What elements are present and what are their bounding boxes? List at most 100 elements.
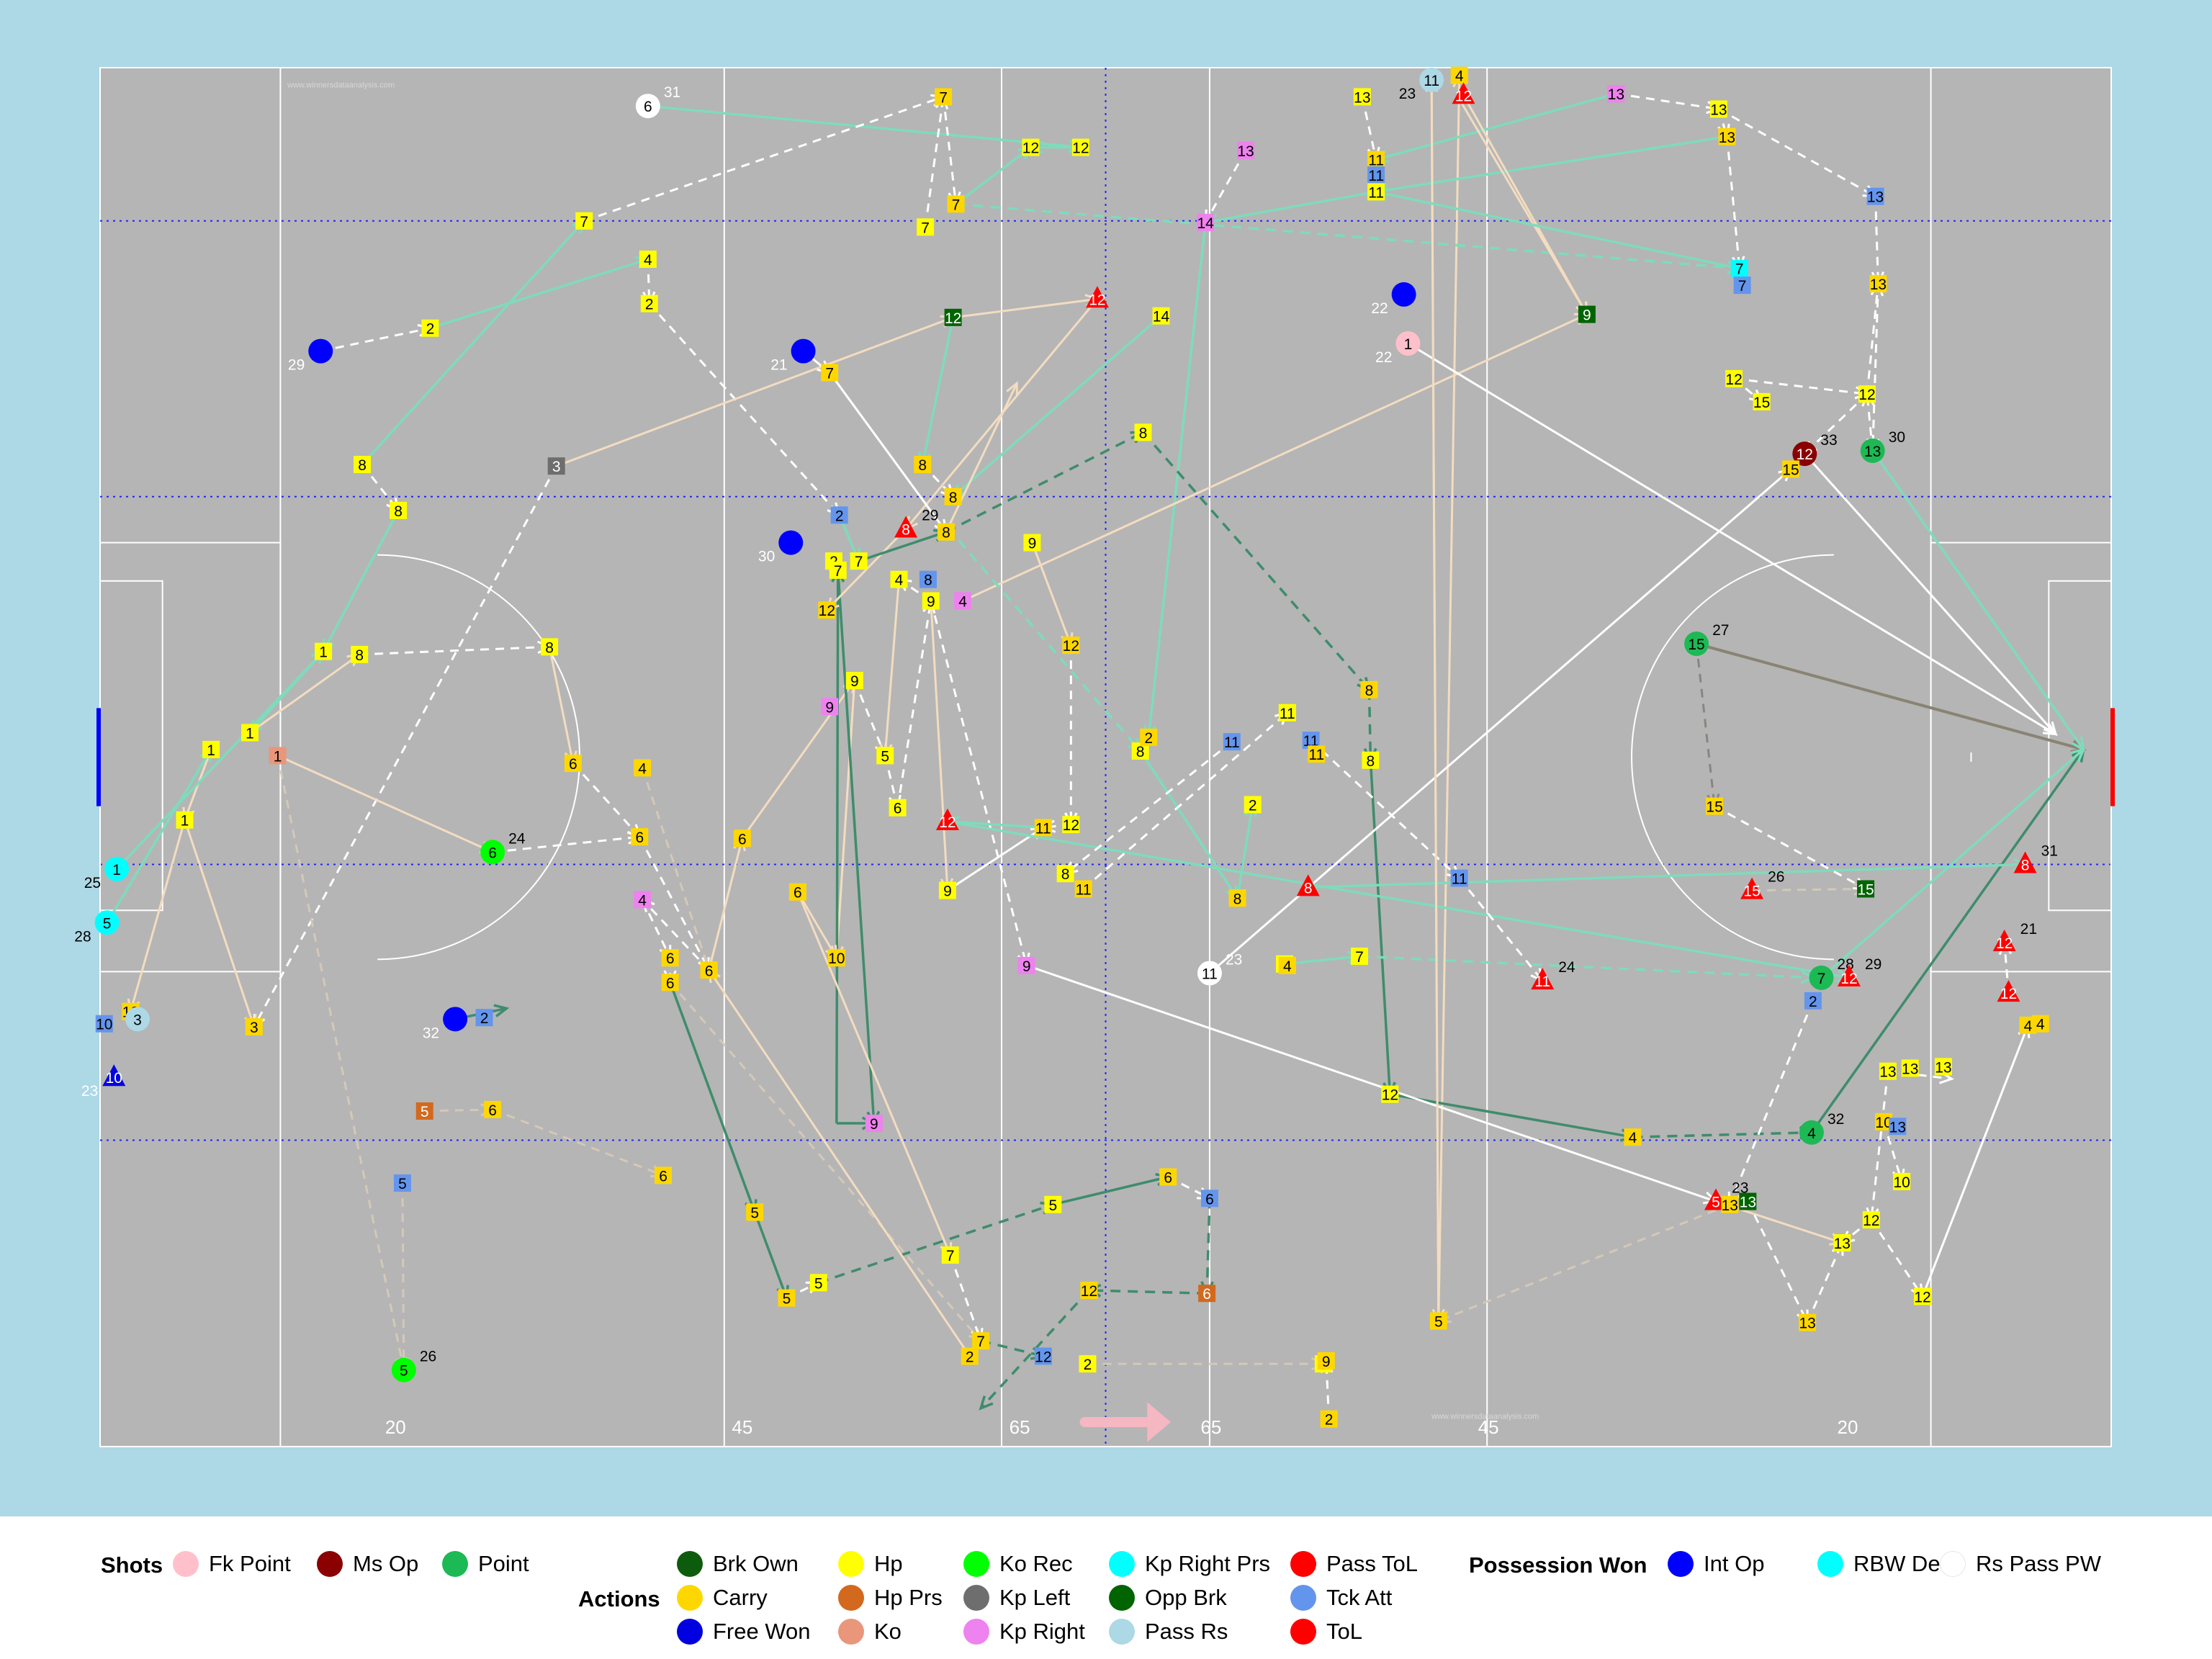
marker-label: 8 xyxy=(358,457,367,474)
marker-tck-att: 7 xyxy=(1733,276,1751,295)
link-line xyxy=(641,767,711,971)
link-line xyxy=(835,570,840,1124)
marker-label: 2 xyxy=(1325,1412,1334,1429)
marker-square xyxy=(1197,213,1215,231)
marker-square xyxy=(829,561,847,579)
marker-square xyxy=(1869,275,1887,293)
marker-label: 6 xyxy=(738,831,747,848)
marker-carry: 6 xyxy=(1159,1168,1177,1187)
marker-carry: 4 xyxy=(1278,956,1296,975)
marker-square xyxy=(1857,880,1875,898)
link-line xyxy=(648,302,840,516)
marker-hp: 2 xyxy=(421,319,439,338)
marker-label: 7 xyxy=(946,1248,955,1264)
legend-swatch xyxy=(317,1551,343,1577)
legend-item-pass-rs: Pass Rs xyxy=(1109,1619,1228,1645)
marker-hp: 12 xyxy=(1062,816,1080,834)
marker-hp: 4 xyxy=(639,250,657,269)
link-line xyxy=(962,313,1588,602)
marker-hp-prs: 6 xyxy=(1198,1285,1216,1303)
marker-square xyxy=(1879,1062,1897,1080)
marker-square xyxy=(1200,1190,1218,1208)
marker-label: 4 xyxy=(2024,1018,2033,1035)
link-arrowhead xyxy=(2043,721,2058,737)
marker-tck-att: 5 xyxy=(393,1174,411,1192)
marker-label: 15 xyxy=(1688,637,1704,653)
link-line xyxy=(1870,1071,1889,1220)
marker-hp: 12 xyxy=(1071,138,1089,157)
marker-player-number: 24 xyxy=(508,830,526,847)
marker-hp: 12 xyxy=(1381,1085,1399,1104)
marker-hp: 2 xyxy=(1244,796,1262,814)
marker-carry: 11 xyxy=(1034,819,1052,837)
link-line xyxy=(1205,1198,1211,1294)
marker-label: 5 xyxy=(1712,1195,1720,1211)
link-line xyxy=(753,1211,788,1299)
link-arrowhead xyxy=(2071,736,2085,752)
marker-square xyxy=(1934,1058,1952,1076)
marker-square xyxy=(1367,183,1385,201)
marker-label: 9 xyxy=(870,1116,878,1133)
marker-square xyxy=(922,592,940,610)
marker-tck-att: 13 xyxy=(1889,1118,1907,1136)
marker-carry: 4 xyxy=(1450,66,1468,85)
marker-hp: 13 xyxy=(1934,1058,1952,1076)
marker-hp: 8 xyxy=(390,501,408,520)
link-line xyxy=(1064,741,1233,875)
marker-carry: 11 xyxy=(1074,880,1092,898)
marker-square xyxy=(876,747,894,765)
legend-swatch xyxy=(173,1551,199,1577)
link-line xyxy=(1438,1203,1730,1322)
marker-kp-left: 3 xyxy=(547,457,565,475)
legend-label: RBW Def xyxy=(1853,1551,1947,1576)
marker-kp-right: 4 xyxy=(954,592,972,610)
marker-label: 7 xyxy=(1735,261,1744,278)
legend-label: Point xyxy=(478,1551,529,1576)
marker-hp: 15 xyxy=(1753,392,1771,411)
marker-hp: 1 xyxy=(202,740,220,759)
marker-hp: 8 xyxy=(354,456,372,474)
marker-carry: 6 xyxy=(661,974,679,992)
legend-item-ko: Ko xyxy=(838,1619,902,1645)
marker-label: 9 xyxy=(1583,307,1591,324)
legend-item-tck-att: Tck Att xyxy=(1290,1585,1392,1611)
marker-label: 5 xyxy=(103,915,112,932)
marker-hp: 12 xyxy=(1862,1211,1880,1229)
marker-square xyxy=(541,638,559,656)
marker-label: 4 xyxy=(1629,1130,1637,1146)
marker-label: 15 xyxy=(1782,462,1799,478)
marker-carry: 8 xyxy=(944,487,962,506)
marker-square xyxy=(1023,534,1041,552)
marker-triangle xyxy=(935,808,959,830)
marker-circle xyxy=(1792,441,1817,467)
marker-tck-att: 6 xyxy=(1200,1190,1218,1208)
marker-carry: 10 xyxy=(827,949,845,967)
marker-square xyxy=(176,811,194,829)
marker-label: 12 xyxy=(1725,372,1742,388)
marker-player-number: 23 xyxy=(1226,952,1242,968)
legend-item-opp-brk: Opp Brk xyxy=(1109,1585,1227,1611)
marker-label: 13 xyxy=(1889,1119,1906,1136)
marker-rbw-def: 1 25 xyxy=(84,856,130,891)
marker-hp: 8 xyxy=(541,638,559,656)
marker-tck-att: 12 xyxy=(1034,1347,1052,1365)
marker-label: 7 xyxy=(939,89,948,106)
marker-label: 12 xyxy=(1840,971,1857,987)
marker-square xyxy=(890,570,908,588)
marker-label: 1 xyxy=(181,813,189,830)
marker-label: 8 xyxy=(1139,425,1148,441)
marker-square xyxy=(1278,956,1296,974)
legend-swatch xyxy=(838,1551,864,1577)
marker-hp: 5 xyxy=(1044,1195,1062,1214)
link-line xyxy=(583,96,944,222)
marker-square xyxy=(421,319,439,337)
marker-carry: 5 xyxy=(1429,1312,1447,1331)
marker-hp: 4 xyxy=(890,570,908,589)
link-line xyxy=(1810,748,2085,1133)
link-line xyxy=(930,601,949,891)
marker-triangle xyxy=(894,516,918,538)
legend-swatch xyxy=(677,1585,703,1611)
marker-square xyxy=(1450,66,1468,84)
link-line xyxy=(492,1108,664,1177)
marker-label: 8 xyxy=(924,572,932,589)
